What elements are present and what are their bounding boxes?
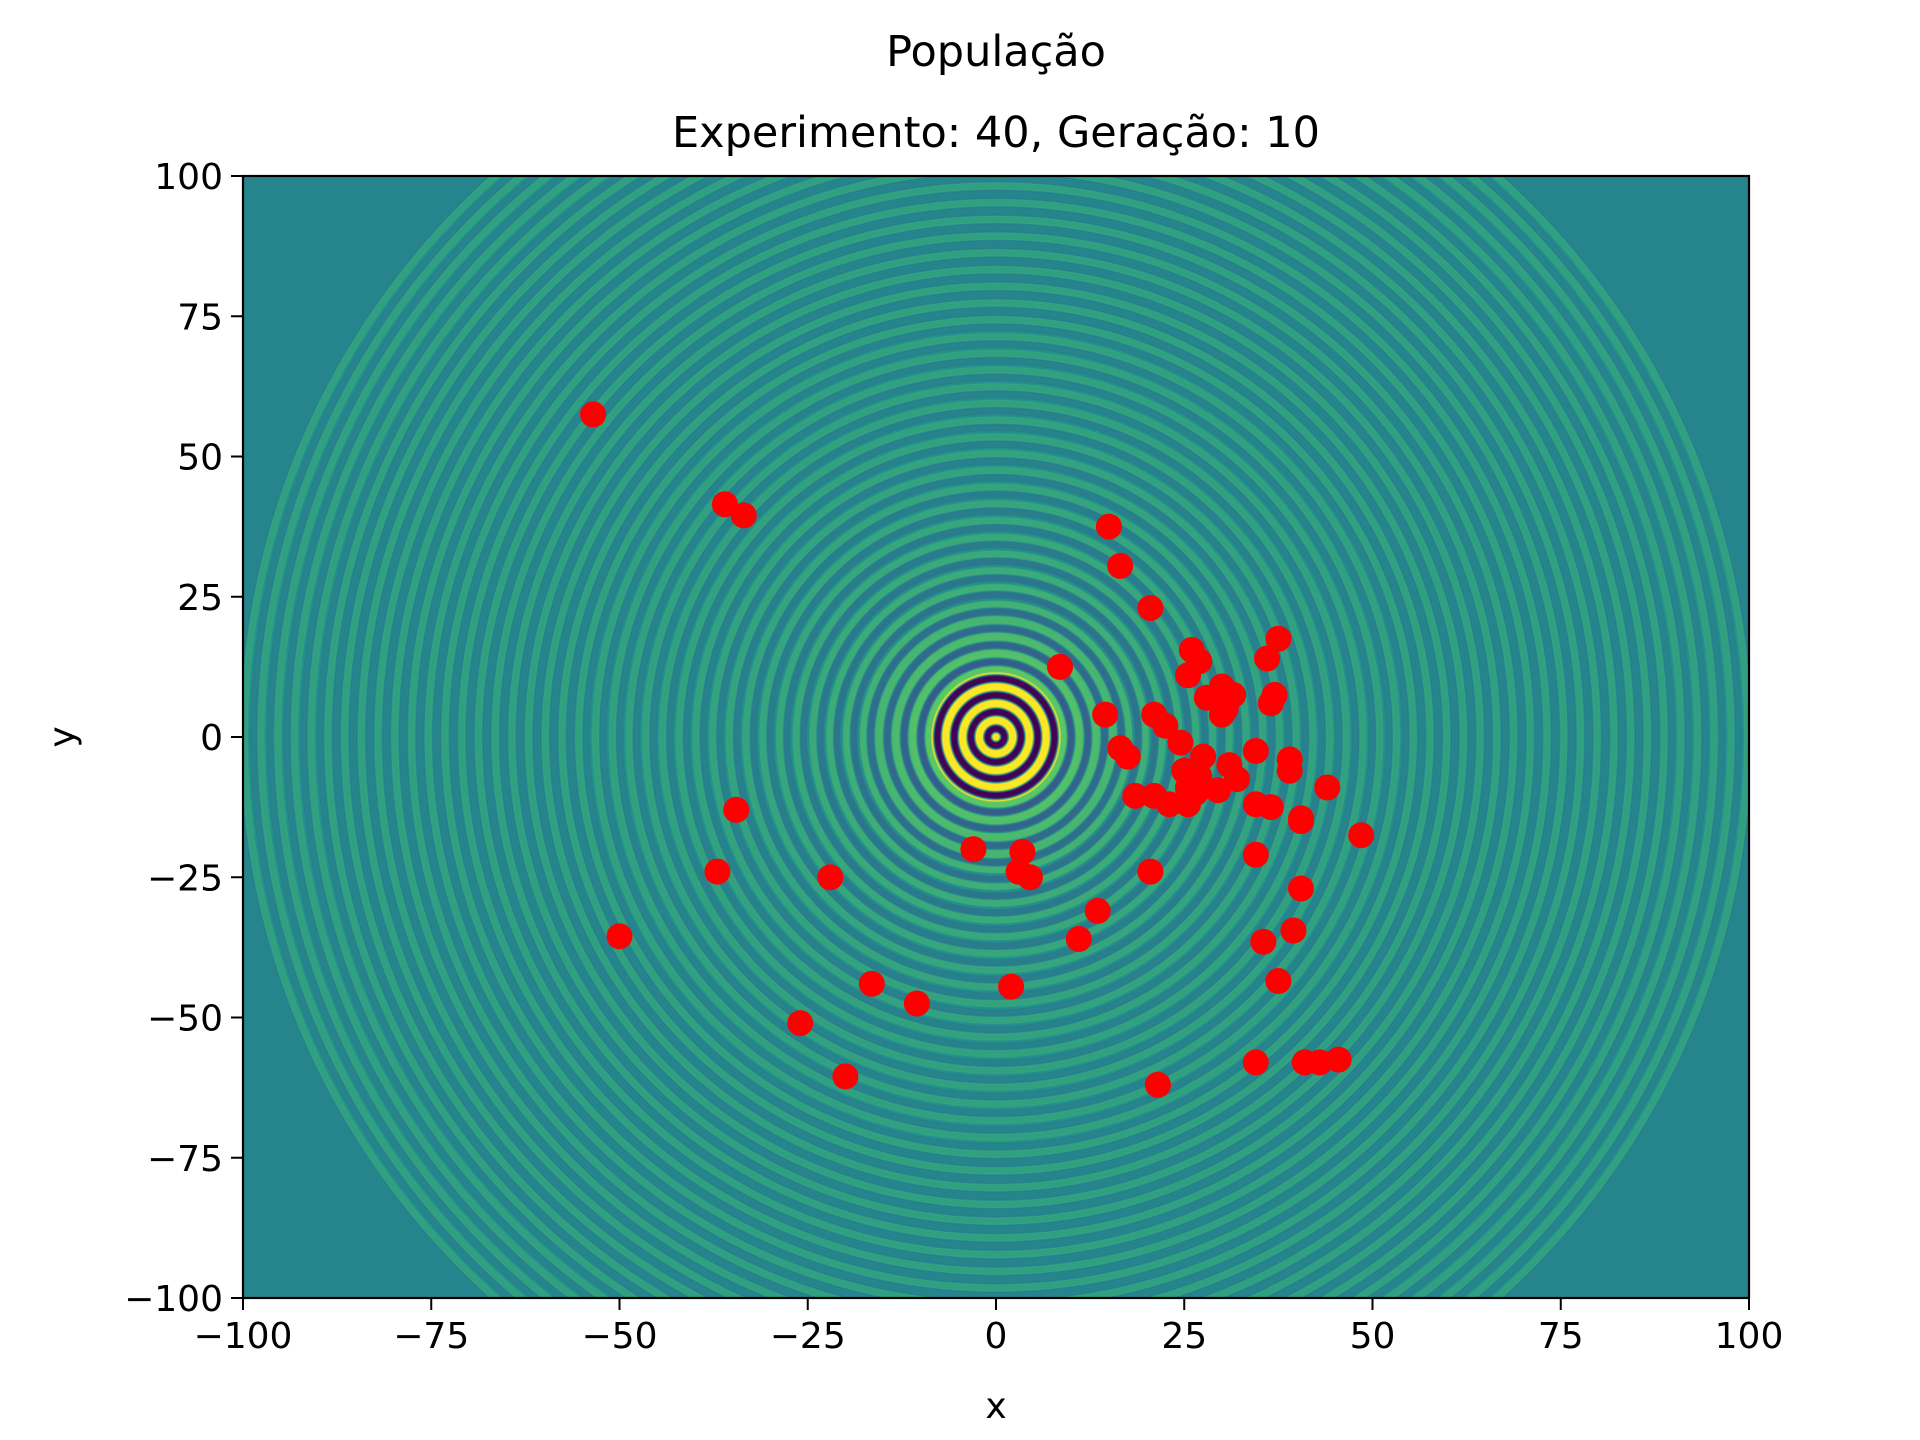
data-point [858, 970, 885, 997]
data-point [711, 491, 738, 518]
data-point [1114, 743, 1141, 770]
y-tick-label: −50 [147, 999, 223, 1040]
chart-title: Experimento: 40, Geração: 10 [672, 108, 1320, 158]
data-point [832, 1063, 859, 1090]
y-tick-label: −75 [147, 1139, 223, 1180]
data-point [1190, 743, 1217, 770]
x-tick-label: −100 [194, 1316, 293, 1357]
data-point [1205, 777, 1232, 804]
data-point [787, 1010, 814, 1037]
x-tick-label: 75 [1538, 1316, 1584, 1357]
data-point [1122, 782, 1149, 809]
data-point [580, 401, 607, 428]
data-point [1016, 864, 1043, 891]
data-point [1250, 928, 1277, 955]
heatmap-rings [243, 176, 1749, 1298]
x-axis-ticks: −100 −75 −50 −25 0 25 50 75 100 [194, 1298, 1784, 1357]
data-point [1265, 625, 1292, 652]
y-axis-ticks: −100 −75 −50 −25 0 25 50 75 100 [124, 157, 243, 1320]
data-point [704, 858, 731, 885]
data-point [817, 864, 844, 891]
x-axis-label: x [985, 1386, 1006, 1427]
x-tick-label: 25 [1161, 1316, 1207, 1357]
y-axis-label: y [42, 726, 83, 747]
data-point [1009, 839, 1036, 865]
data-point [1092, 701, 1119, 728]
data-points [580, 401, 1375, 1098]
y-tick-label: −100 [124, 1279, 223, 1320]
data-point [1280, 917, 1307, 944]
chart-suptitle: População [886, 27, 1106, 77]
data-point [998, 973, 1025, 1000]
data-point [1182, 780, 1209, 807]
data-point [1348, 822, 1375, 849]
y-tick-label: 50 [177, 438, 223, 479]
data-point [1137, 595, 1164, 621]
data-point [1047, 653, 1073, 680]
data-point [1276, 757, 1303, 784]
x-tick-label: 100 [1715, 1316, 1784, 1357]
plot-area [241, 174, 1751, 1300]
x-tick-label: −50 [582, 1316, 658, 1357]
data-point [1144, 1071, 1171, 1098]
y-tick-label: 25 [177, 578, 223, 619]
y-tick-label: 100 [154, 157, 223, 198]
data-point [1254, 645, 1281, 672]
data-point [1288, 805, 1314, 832]
data-point [1084, 897, 1111, 924]
x-tick-label: −25 [770, 1316, 846, 1357]
data-point [903, 990, 930, 1017]
data-point [1288, 875, 1314, 902]
data-point [1175, 662, 1201, 689]
data-point [1065, 926, 1092, 952]
data-point [723, 796, 750, 823]
data-point [1257, 794, 1284, 821]
data-point [1156, 791, 1183, 818]
data-point [1107, 552, 1134, 579]
data-point [960, 836, 987, 863]
x-tick-label: 50 [1350, 1316, 1396, 1357]
data-point [606, 923, 633, 950]
x-tick-label: −75 [393, 1316, 469, 1357]
data-point [1242, 841, 1269, 868]
data-point [1265, 968, 1292, 994]
y-tick-label: 0 [200, 718, 223, 759]
data-point [1167, 729, 1194, 756]
data-point [1212, 695, 1239, 722]
data-point [1095, 513, 1122, 540]
data-point [1242, 738, 1269, 764]
data-point [1261, 681, 1288, 708]
data-point [1224, 766, 1250, 793]
data-point [1314, 774, 1341, 801]
data-point [1152, 712, 1179, 739]
data-point [1242, 1049, 1269, 1076]
y-tick-label: −25 [147, 858, 223, 899]
y-tick-label: 75 [177, 297, 223, 338]
data-point [1325, 1046, 1352, 1073]
data-point [1137, 858, 1164, 885]
x-tick-label: 0 [985, 1316, 1008, 1357]
data-point [730, 502, 757, 529]
